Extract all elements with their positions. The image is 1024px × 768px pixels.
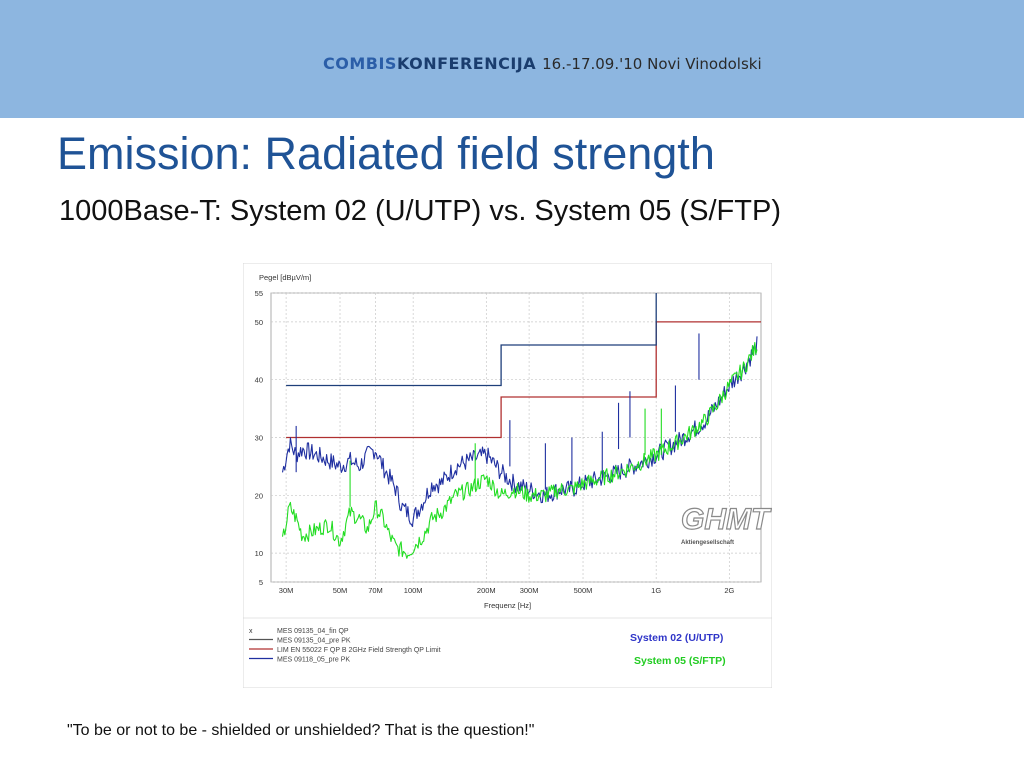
y-tick-label: 40 (255, 376, 263, 385)
slide-subtitle: 1000Base-T: System 02 (U/UTP) vs. System… (59, 195, 781, 227)
qp-limit-line (286, 321, 761, 439)
emission-chart: Pegel [dBµV/m] 5 10 20 30 40 50 55 30M 50M 70M 10… (243, 263, 772, 688)
x-axis-label: Frequenz [Hz] (484, 601, 531, 610)
x-tick-label: 300M (520, 586, 539, 595)
y-tick-label: 10 (255, 549, 263, 558)
x-axis-ticks: 30M 50M 70M 100M 200M 300M 500M 1G 2G (279, 586, 735, 595)
legend-marker: x (249, 628, 253, 635)
header-banner: COMBISKONFERENCIJA 16.-17.09.'10 Novi Vin… (0, 0, 1024, 118)
annotation-system05: System 05 (S/FTP) (634, 655, 726, 667)
y-tick-label: 55 (255, 289, 263, 298)
slide-quote: "To be or not to be - shielded or unshie… (67, 722, 535, 739)
y-tick-label: 5 (259, 578, 263, 587)
ghmt-logo: GHMT Aktiengesellschaft (680, 502, 772, 546)
x-tick-label: 2G (724, 586, 734, 595)
y-tick-label: 20 (255, 491, 263, 500)
legend-label: LIM EN 55022 F QP B 2GHz Field Strength … (277, 647, 441, 654)
legend-label: MES 09118_05_pre PK (277, 657, 350, 664)
logo-subtext: Aktiengesellschaft (681, 540, 734, 546)
y-tick-label: 30 (255, 434, 263, 443)
legend-label: MES 09135_04_fin QP (277, 628, 349, 635)
x-tick-label: 70M (368, 586, 383, 595)
slide-title: Emission: Radiated field strength (57, 128, 715, 179)
legend-label: MES 09135_04_pre PK (277, 638, 351, 645)
system05-trace (281, 341, 758, 559)
x-tick-label: 1G (651, 586, 661, 595)
x-tick-label: 50M (333, 586, 348, 595)
pk-limit-line (286, 293, 657, 387)
y-tick-label: 50 (255, 318, 263, 327)
logo-text: GHMT (681, 503, 772, 536)
brand-event: 16.-17.09.'10 Novi Vinodolski (542, 55, 762, 73)
x-tick-label: 200M (477, 586, 496, 595)
y-axis-label: Pegel [dBµV/m] (259, 273, 311, 282)
x-tick-label: 30M (279, 586, 294, 595)
chart-frame (243, 263, 772, 688)
chart-series (281, 293, 761, 559)
conference-brand: COMBISKONFERENCIJA 16.-17.09.'10 Novi Vin… (323, 54, 762, 73)
x-tick-label: 500M (574, 586, 593, 595)
annotation-system02: System 02 (U/UTP) (630, 632, 723, 644)
chart-legend: x MES 09135_04_fin QP MES 09135_04_pre PK L… (249, 628, 441, 664)
brand-combis: COMBIS (323, 54, 397, 73)
x-tick-label: 100M (404, 586, 423, 595)
y-axis-ticks: 5 10 20 30 40 50 55 (255, 289, 263, 587)
brand-konferencija: KONFERENCIJA (396, 54, 537, 73)
